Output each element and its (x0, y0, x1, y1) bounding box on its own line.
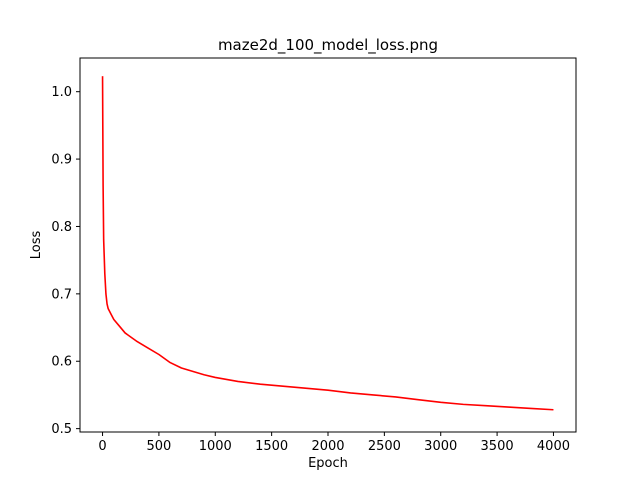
x-tick-label: 1000 (199, 439, 232, 454)
x-tick-label: 500 (146, 439, 171, 454)
x-tick-label: 3500 (481, 439, 514, 454)
loss-line (101, 76, 554, 411)
plot-area: 0 500 1000 1500 2000 2500 3000 3500 4000 0.5 0.6 0.… (51, 57, 577, 454)
x-tick-label: 3000 (424, 439, 457, 454)
y-tick-label: 0.8 (51, 220, 72, 235)
y-tick-label: 0.7 (51, 287, 72, 302)
x-tick-label: 2500 (368, 439, 401, 454)
x-axis-label: Epoch (308, 456, 348, 471)
y-tick-label: 0.6 (51, 355, 72, 370)
y-tick-label: 0.9 (51, 153, 72, 168)
x-tick-label: 0 (98, 439, 106, 454)
x-tick-label: 4000 (537, 439, 570, 454)
y-axis-label: Loss (29, 231, 44, 260)
x-tick-label: 2000 (311, 439, 344, 454)
axes-frame (79, 57, 577, 433)
y-tick-label: 1.0 (51, 85, 72, 100)
chart-title: maze2d_100_model_loss.png (218, 36, 438, 55)
x-tick-label: 1500 (255, 439, 288, 454)
y-tick-label: 0.5 (51, 422, 72, 437)
